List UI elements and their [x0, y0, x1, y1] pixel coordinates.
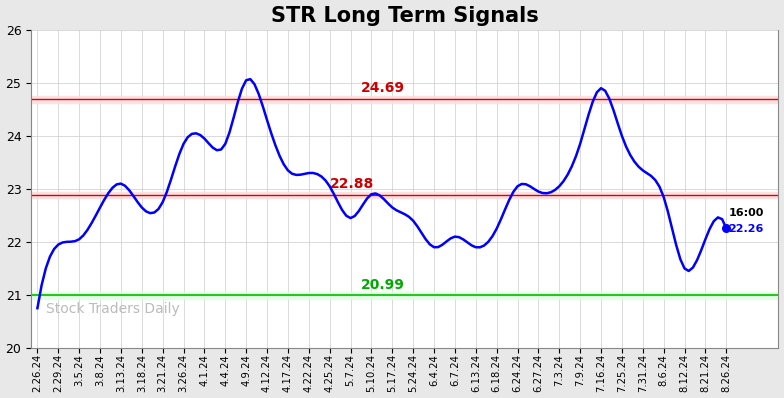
Title: STR Long Term Signals: STR Long Term Signals: [271, 6, 539, 25]
Bar: [31, 292, 779, 298]
Bar: [31, 192, 779, 199]
Text: 16:00: 16:00: [728, 209, 764, 219]
Text: 24.69: 24.69: [361, 82, 405, 96]
Text: 22.88: 22.88: [329, 178, 374, 191]
Point: [720, 225, 732, 231]
Bar: [31, 96, 779, 103]
Text: Stock Traders Daily: Stock Traders Daily: [46, 302, 180, 316]
Text: 20.99: 20.99: [361, 278, 405, 292]
Text: 22.26: 22.26: [728, 224, 764, 234]
